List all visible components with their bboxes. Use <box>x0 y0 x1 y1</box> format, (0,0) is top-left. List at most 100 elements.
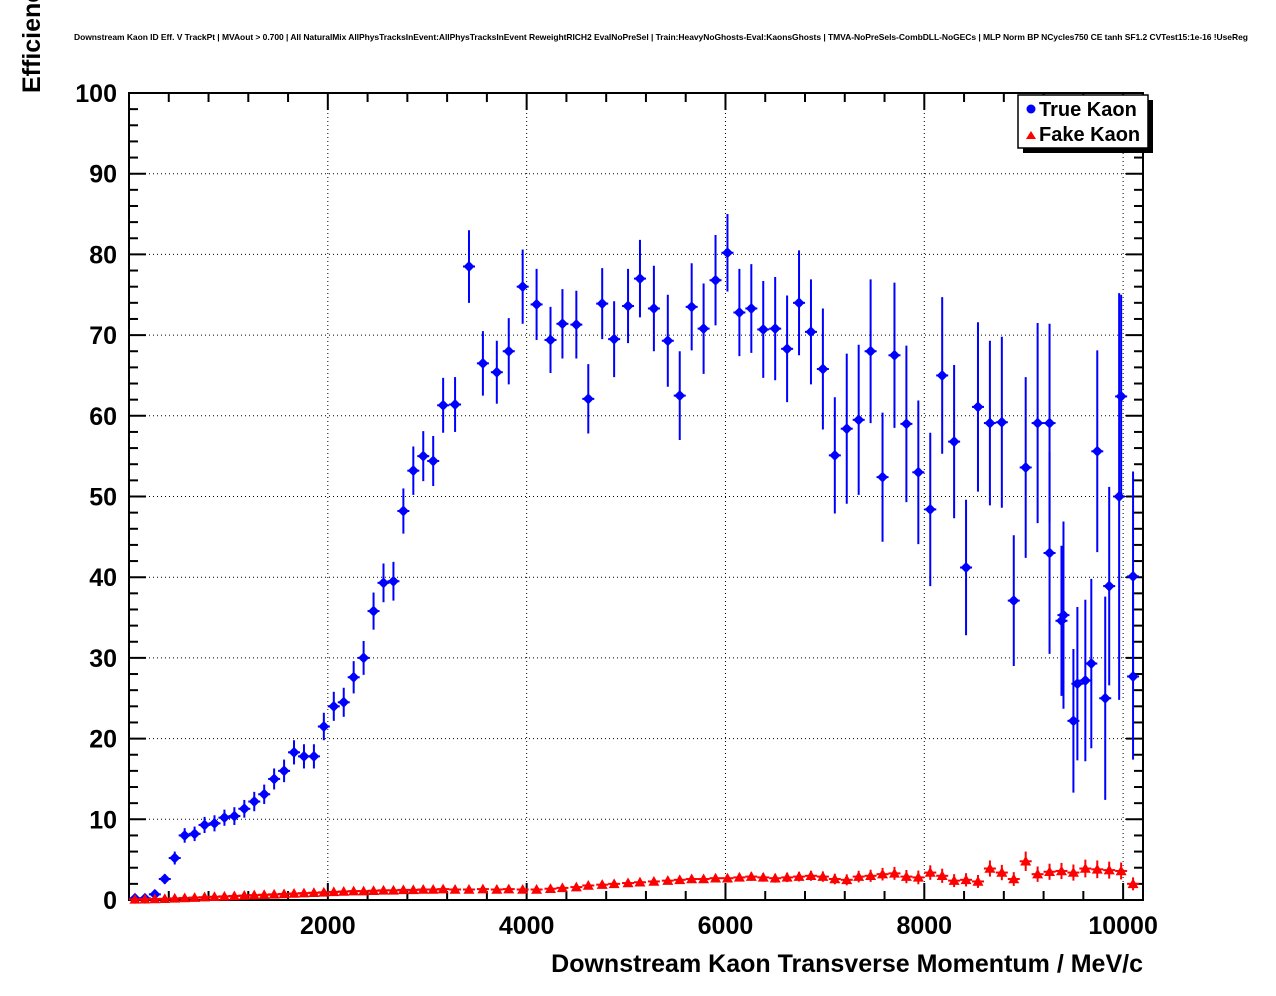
data-point-triangle <box>1020 855 1032 866</box>
axis-titles: Downstream Kaon Transverse Momentum / Me… <box>18 0 1143 978</box>
data-point-circle <box>387 575 399 587</box>
data-point-circle <box>238 803 250 815</box>
data-point-circle <box>1103 580 1115 592</box>
data-point-triangle <box>996 867 1008 877</box>
data-point-triangle <box>531 884 543 894</box>
data-point-circle <box>853 414 865 426</box>
data-point-triangle <box>912 871 924 882</box>
data-point-circle <box>1020 461 1032 473</box>
data-point-triangle <box>449 884 461 894</box>
data-point-circle <box>634 273 646 285</box>
data-point-triangle <box>1067 867 1079 877</box>
data-point-triangle <box>781 871 793 882</box>
legend-box[interactable] <box>1017 94 1149 149</box>
data-point-triangle <box>984 863 996 873</box>
data-point-triangle <box>407 884 419 895</box>
data-point-circle <box>328 700 340 712</box>
data-point-circle <box>338 696 350 708</box>
data-point-circle <box>900 418 912 430</box>
data-point-circle <box>733 307 745 319</box>
data-point-circle <box>888 349 900 361</box>
data-point-circle <box>817 363 829 375</box>
data-point-circle <box>1127 570 1139 582</box>
data-point-triangle <box>710 872 722 883</box>
data-point-triangle <box>1055 865 1067 876</box>
data-point-triangle <box>338 886 350 896</box>
data-point-circle <box>841 423 853 435</box>
data-point-circle <box>218 812 230 824</box>
data-point-triangle <box>278 888 290 899</box>
data-point-circle <box>662 335 674 347</box>
data-point-triangle <box>936 870 948 881</box>
data-point-circle <box>1085 658 1097 670</box>
data-point-circle <box>437 399 449 411</box>
data-point-triangle <box>387 884 399 895</box>
data-point-circle <box>698 323 710 335</box>
data-point-triangle <box>199 891 211 902</box>
data-point-circle <box>1008 595 1020 607</box>
data-point-circle <box>159 873 171 885</box>
data-point-triangle <box>477 883 489 894</box>
legend-entry[interactable]: Fake Kaon <box>1026 124 1140 146</box>
data-point-circle <box>1032 417 1044 429</box>
data-point-triangle <box>463 884 475 894</box>
data-point-circle <box>596 298 608 310</box>
data-point-triangle <box>189 892 201 902</box>
data-point-triangle <box>427 884 439 894</box>
data-point-circle <box>1044 417 1056 429</box>
data-point-circle <box>358 652 370 664</box>
y-tick-label: 30 <box>89 645 117 673</box>
data-point-circle <box>674 390 686 402</box>
data-point-circle <box>228 810 240 822</box>
y-tick-label: 90 <box>89 161 117 189</box>
data-point-circle <box>570 319 582 331</box>
circle-marker <box>1026 104 1036 114</box>
data-point-circle <box>531 298 543 310</box>
data-point-circle <box>556 318 568 330</box>
data-point-triangle <box>248 889 260 900</box>
data-point-circle <box>169 852 181 864</box>
data-point-triangle <box>208 891 220 902</box>
data-point-circle <box>972 401 984 413</box>
data-point-circle <box>503 345 515 357</box>
data-point-triangle <box>1127 878 1139 889</box>
data-point-circle <box>721 247 733 259</box>
data-point-triangle <box>805 870 817 881</box>
legend[interactable]: True Kaon Fake Kaon <box>1017 94 1153 153</box>
data-point-circle <box>948 436 960 448</box>
data-point-circle <box>1057 609 1069 621</box>
data-point-circle <box>1067 715 1079 727</box>
data-point-circle <box>477 357 489 369</box>
data-point-triangle <box>1103 864 1115 875</box>
legend-entry[interactable]: True Kaon <box>1026 99 1137 121</box>
y-tick-label: 60 <box>89 403 117 431</box>
data-point-triangle <box>817 871 829 881</box>
data-point-triangle <box>268 888 280 899</box>
data-point-circle <box>268 773 280 785</box>
data-point-triangle <box>129 893 141 904</box>
data-point-circle <box>710 274 722 286</box>
data-point-triangle <box>348 885 360 896</box>
x-tick-label: 8000 <box>896 912 952 940</box>
data-point-circle <box>781 343 793 355</box>
data-point-circle <box>1115 390 1127 402</box>
data-point-circle <box>912 466 924 478</box>
data-point-circle <box>745 302 757 314</box>
data-point-circle <box>288 746 300 758</box>
data-point-triangle <box>829 873 841 884</box>
data-point-circle <box>491 366 503 378</box>
data-point-circle <box>199 819 211 831</box>
axis-tick-labels: 0 10 20 30 40 50 60 70 80 90 100 2000 4000 6000 8000 10… <box>75 80 1158 940</box>
data-point-circle <box>1091 445 1103 457</box>
x-tick-label: 10000 <box>1088 912 1158 940</box>
data-point-circle <box>960 562 972 574</box>
data-point-circle <box>996 416 1008 428</box>
data-point-triangle <box>308 887 320 897</box>
x-tick-label: 6000 <box>698 912 754 940</box>
data-point-triangle <box>545 883 557 893</box>
data-point-triangle <box>622 877 634 888</box>
data-point-circle <box>348 671 360 683</box>
data-point-triangle <box>1091 863 1103 874</box>
data-point-triangle <box>258 889 270 900</box>
data-point-circle <box>308 750 320 762</box>
